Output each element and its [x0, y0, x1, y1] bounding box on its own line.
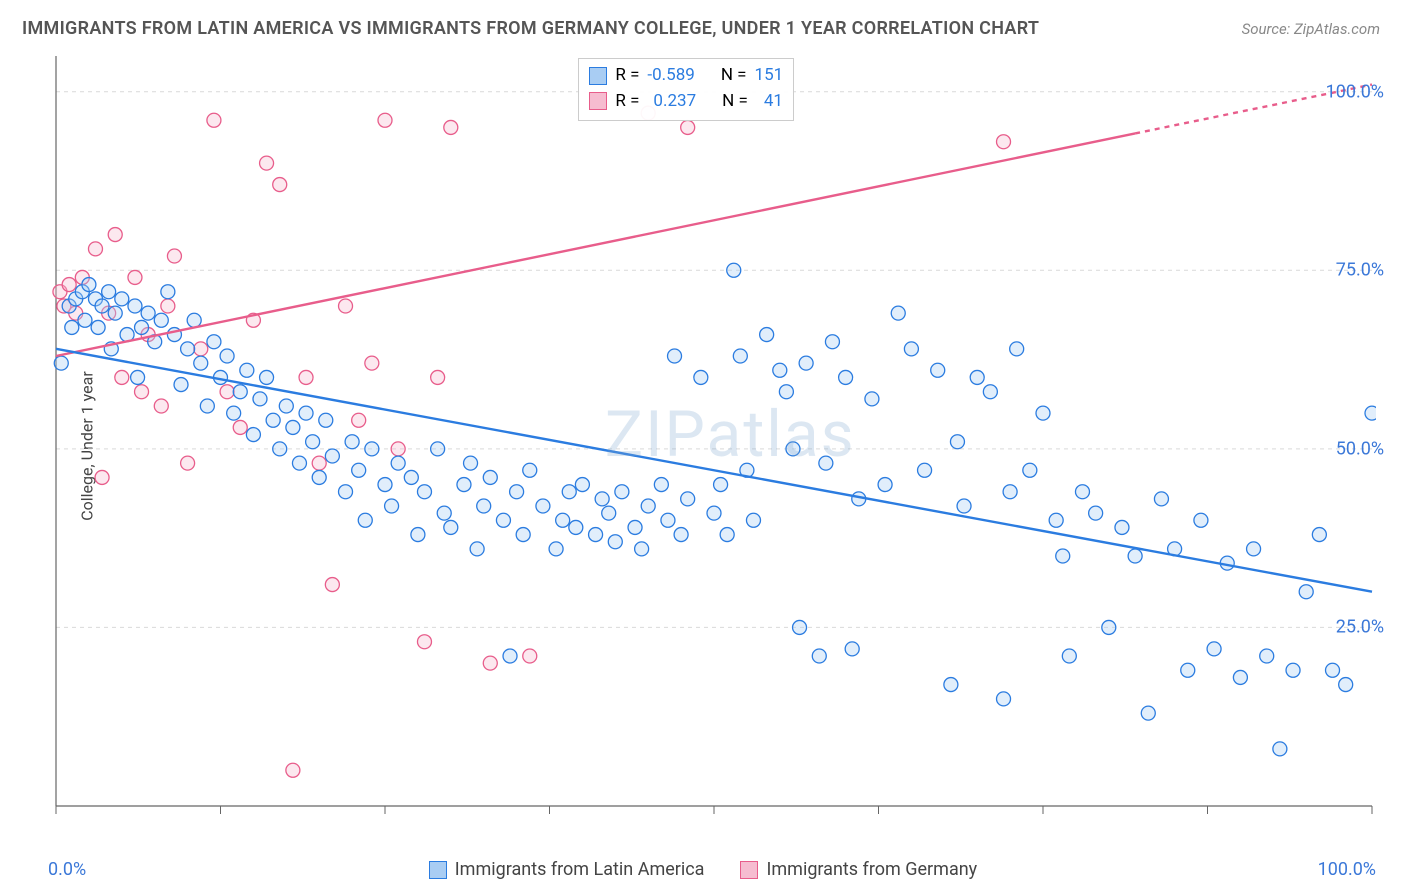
correlation-stats-box: R = -0.589 N = 151 R = 0.237 N = 41 — [578, 58, 794, 121]
stats-row-latin: R = -0.589 N = 151 — [589, 63, 783, 89]
y-tick-label: 75.0% — [1336, 260, 1384, 281]
source-label: Source: ZipAtlas.com — [1242, 20, 1380, 38]
r-label: R = — [615, 89, 639, 115]
n-label: N = — [722, 89, 748, 115]
scatter-plot — [52, 52, 1376, 830]
n-value-germany: 41 — [756, 89, 783, 115]
y-tick-label: 100.0% — [1326, 81, 1384, 102]
legend-label-germany: Immigrants from Germany — [766, 859, 977, 880]
chart-title: IMMIGRANTS FROM LATIN AMERICA VS IMMIGRA… — [22, 18, 1039, 39]
n-value-latin: 151 — [755, 63, 784, 89]
r-value-germany: 0.237 — [647, 89, 696, 115]
swatch-germany — [740, 861, 758, 879]
y-tick-label: 25.0% — [1336, 617, 1384, 638]
stats-row-germany: R = 0.237 N = 41 — [589, 89, 783, 115]
n-label: N = — [721, 63, 747, 89]
y-tick-label: 50.0% — [1336, 438, 1384, 459]
legend-label-latin: Immigrants from Latin America — [455, 859, 705, 880]
legend: Immigrants from Latin America Immigrants… — [0, 859, 1406, 880]
legend-item-germany: Immigrants from Germany — [740, 859, 977, 880]
swatch-germany — [589, 92, 607, 110]
r-label: R = — [615, 63, 639, 89]
swatch-latin — [429, 861, 447, 879]
legend-item-latin: Immigrants from Latin America — [429, 859, 705, 880]
r-value-latin: -0.589 — [647, 63, 694, 89]
swatch-latin — [589, 67, 607, 85]
